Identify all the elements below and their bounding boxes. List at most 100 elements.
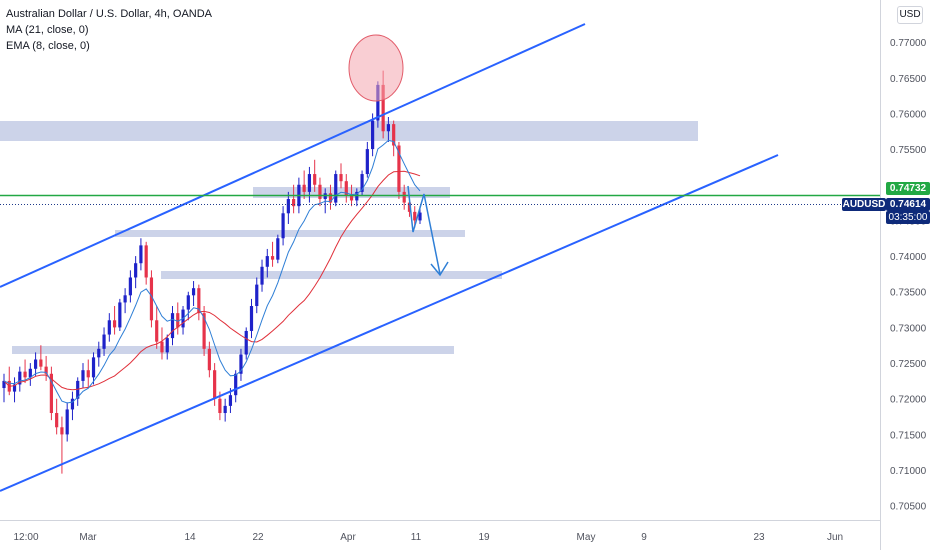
zone-support-2[interactable] [161, 271, 502, 279]
time-tick-label: 11 [411, 532, 422, 543]
candle[interactable] [223, 398, 227, 422]
candle[interactable] [134, 256, 138, 289]
candle[interactable] [270, 241, 275, 267]
candle[interactable] [91, 352, 96, 385]
candle[interactable] [255, 277, 259, 314]
candle[interactable] [81, 363, 85, 389]
candle[interactable] [102, 327, 106, 356]
candle[interactable] [360, 170, 364, 196]
time-tick-label: 19 [478, 532, 490, 543]
candle[interactable] [155, 306, 159, 349]
candle[interactable] [202, 306, 206, 356]
candle[interactable] [139, 238, 143, 271]
candle[interactable] [207, 341, 211, 378]
candle[interactable] [23, 359, 27, 384]
price-tick-label: 0.76500 [890, 74, 927, 85]
candle[interactable] [191, 281, 196, 307]
candle-body [407, 202, 412, 212]
candle-body [371, 120, 375, 150]
candle[interactable] [144, 241, 148, 285]
price-tick-label: 0.72000 [890, 395, 927, 406]
candle[interactable] [328, 184, 333, 210]
candle[interactable] [249, 298, 254, 339]
projection-path[interactable] [407, 185, 441, 275]
candle[interactable] [302, 170, 306, 200]
candle[interactable] [176, 302, 180, 335]
ma-legend[interactable]: MA (21, close, 0) [6, 24, 89, 36]
candle-body [234, 373, 238, 396]
candle[interactable] [186, 291, 190, 321]
candle[interactable] [170, 306, 175, 346]
candle[interactable] [65, 402, 69, 442]
ema-legend[interactable]: EMA (8, close, 0) [6, 40, 90, 52]
symbol-title[interactable]: Australian Dollar / U.S. Dollar, 4h, OAN… [6, 8, 213, 20]
candle[interactable] [197, 284, 201, 321]
candle-body [97, 348, 101, 358]
candle[interactable] [386, 116, 391, 142]
zone-support-1[interactable] [115, 230, 465, 237]
candle[interactable] [318, 177, 322, 207]
candle[interactable] [55, 398, 59, 435]
channel-lower-line[interactable] [0, 154, 779, 492]
candle[interactable] [334, 170, 338, 207]
candle[interactable] [86, 359, 90, 389]
candle[interactable] [160, 327, 164, 360]
candle[interactable] [12, 377, 17, 403]
candle[interactable] [265, 248, 269, 278]
candle[interactable] [281, 206, 285, 246]
candle[interactable] [392, 120, 396, 157]
candle[interactable] [402, 184, 406, 210]
candle[interactable] [128, 270, 132, 303]
top-highlight-circle[interactable] [348, 34, 404, 102]
candle[interactable] [28, 363, 32, 386]
candle-body [207, 348, 211, 371]
countdown-badge: 03:35:00 [886, 211, 930, 224]
candle[interactable] [70, 391, 75, 421]
candle-body [418, 212, 422, 221]
candle[interactable] [123, 288, 127, 314]
candle-body [149, 277, 154, 321]
candle[interactable] [112, 306, 117, 335]
candle[interactable] [276, 234, 280, 264]
candle[interactable] [33, 352, 38, 376]
candle[interactable] [97, 341, 101, 367]
channel-upper-line[interactable] [0, 23, 586, 288]
candle[interactable] [2, 373, 6, 403]
candle[interactable] [244, 327, 248, 360]
candle[interactable] [149, 270, 154, 328]
candle-body [313, 174, 317, 185]
candle[interactable] [118, 298, 122, 331]
candle[interactable] [49, 366, 53, 421]
candle-body [60, 427, 64, 435]
candle[interactable] [107, 313, 111, 342]
candle[interactable] [339, 163, 343, 189]
candle[interactable] [313, 159, 317, 192]
candle[interactable] [39, 345, 43, 371]
currency-button[interactable]: USD [897, 6, 923, 24]
price-tick-label: 0.77000 [890, 38, 927, 49]
candle[interactable] [286, 191, 290, 224]
candle[interactable] [44, 355, 48, 381]
candle[interactable] [239, 348, 243, 381]
price-tick-label: 0.76000 [890, 109, 927, 120]
candle[interactable] [397, 141, 401, 200]
zone-support-3[interactable] [12, 346, 454, 354]
candle[interactable] [292, 184, 296, 214]
candle[interactable] [165, 334, 169, 360]
candle-body [228, 395, 233, 406]
candle-body [134, 263, 138, 278]
price-tick-label: 0.71500 [890, 430, 927, 441]
candle[interactable] [18, 366, 22, 392]
candle-body [2, 380, 6, 389]
candle-body [165, 338, 169, 353]
candle[interactable] [365, 141, 369, 178]
candle-body [23, 371, 27, 378]
candle[interactable] [260, 259, 264, 292]
candle-body [265, 256, 269, 267]
candle-body [344, 181, 348, 196]
candle[interactable] [344, 174, 348, 203]
candle[interactable] [307, 166, 312, 203]
candle[interactable] [76, 377, 80, 406]
